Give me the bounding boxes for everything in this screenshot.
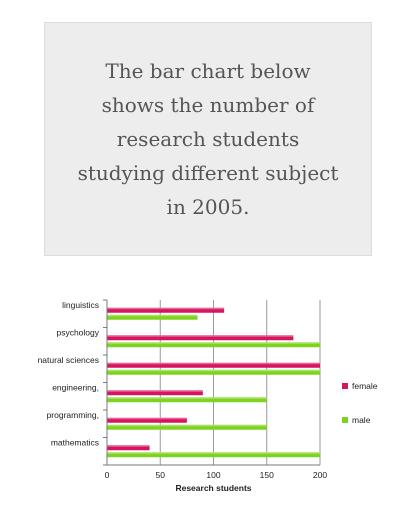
x-tick-label: 0 <box>105 470 110 480</box>
bar-highlight <box>107 417 187 420</box>
chart-bars <box>107 307 320 458</box>
x-tick-label: 200 <box>313 470 327 480</box>
bar-male <box>107 397 267 403</box>
category-label: engineering, <box>52 382 99 392</box>
bar-highlight <box>107 424 267 427</box>
bar-highlight <box>107 335 294 337</box>
x-tick-label: 150 <box>260 470 274 480</box>
bar-female <box>107 362 320 368</box>
chart-axes <box>103 299 320 466</box>
bar-highlight <box>107 390 203 392</box>
x-axis-title: Research students <box>175 483 251 493</box>
legend-label-female: female <box>352 381 378 391</box>
bar-male <box>107 424 267 430</box>
x-tick-label: 50 <box>156 470 166 480</box>
bar-female <box>107 445 150 451</box>
bar-chart: linguistics psychology natural sciences eng… <box>38 299 378 493</box>
chart-labels: linguistics psychology natural sciences eng… <box>38 300 328 493</box>
bar-female <box>107 417 187 423</box>
category-label: natural sciences <box>38 355 99 365</box>
chart-legend: female male <box>342 381 378 425</box>
bar-male <box>107 452 320 458</box>
bar-male <box>107 369 320 375</box>
legend-label-male: male <box>352 415 371 425</box>
bar-female <box>107 307 225 313</box>
bar-highlight <box>107 314 198 317</box>
category-label: linguistics <box>62 300 99 310</box>
legend-swatch-female <box>342 383 348 389</box>
bar-highlight <box>107 369 320 372</box>
x-tick-label: 100 <box>206 470 220 480</box>
legend-swatch-male <box>342 417 348 423</box>
bar-highlight <box>107 397 267 399</box>
bar-female <box>107 335 294 341</box>
category-label: psychology <box>56 327 99 337</box>
bar-female <box>107 390 203 396</box>
prompt-box: The bar chart below shows the number of … <box>44 22 372 256</box>
bar-highlight <box>107 307 225 310</box>
bar-highlight <box>107 362 320 365</box>
bar-highlight <box>107 452 320 454</box>
bar-male <box>107 314 198 320</box>
prompt-text: The bar chart below shows the number of … <box>77 59 339 219</box>
bar-male <box>107 342 320 348</box>
category-label: programming, <box>47 410 99 420</box>
category-label: mathematics <box>51 437 99 447</box>
chart-grid <box>159 300 321 465</box>
bar-highlight <box>107 445 150 447</box>
bar-highlight <box>107 342 320 344</box>
